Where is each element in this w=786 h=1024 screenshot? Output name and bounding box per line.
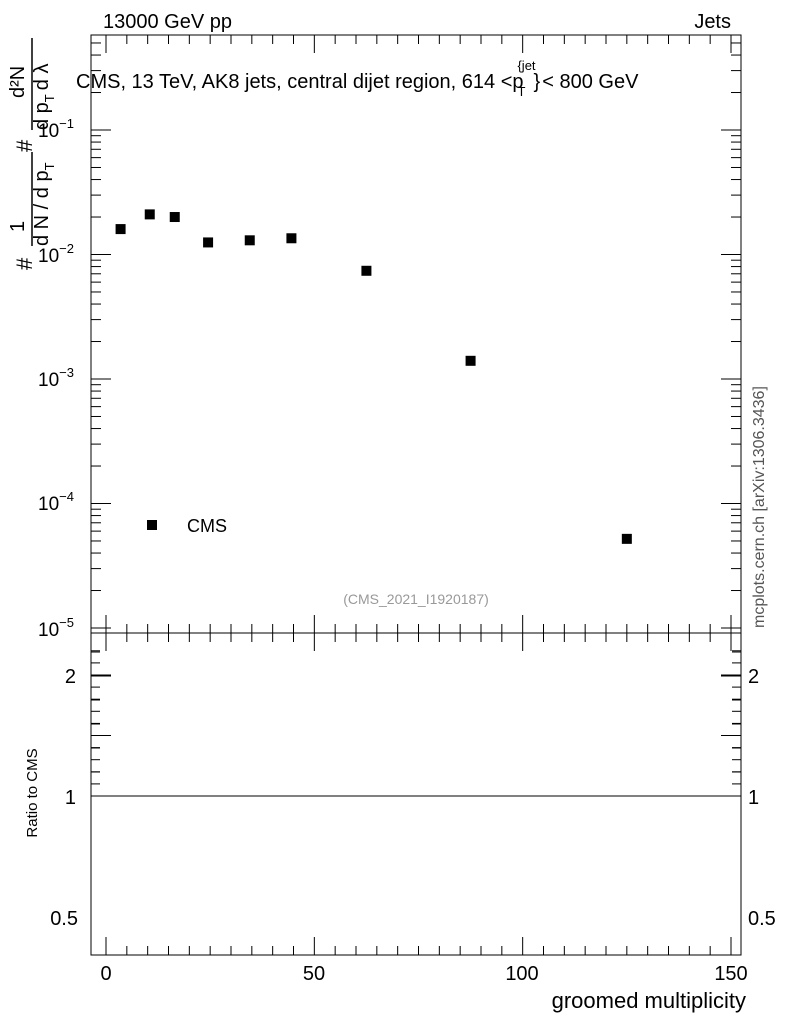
x-tick-label: 50	[303, 963, 325, 985]
side-source-label: mcplots.cern.ch [arXiv:1306.3436]	[751, 386, 768, 628]
top-plot-frame	[90, 34, 742, 634]
ratio-tick-label-right: 0.5	[748, 908, 776, 930]
ratio-y-axis-label: Ratio to CMS	[24, 748, 41, 837]
data-point	[286, 233, 297, 244]
data-point	[203, 237, 214, 248]
legend-label: CMS	[187, 516, 227, 536]
x-axis-label: groomed multiplicity	[552, 988, 746, 1013]
data-point	[144, 209, 155, 220]
y-tick-label: 10−4	[38, 489, 74, 515]
data-point	[169, 212, 180, 223]
svg-text:#: #	[12, 139, 37, 152]
data-point	[115, 224, 126, 235]
data-point	[465, 355, 476, 366]
data-points	[115, 209, 632, 544]
ratio-y-tick-labels: 2 1 0.5 2 1 0.5	[50, 666, 776, 930]
ratio-plot-frame	[90, 632, 742, 956]
ratio-tick-label-right: 2	[748, 666, 759, 688]
top-y-axis-label: # 1 d N / d pT # d²N d pTd λ	[7, 38, 57, 270]
analysis-watermark: (CMS_2021_I1920187)	[343, 591, 489, 607]
header-energy-label: 13000 GeV pp	[103, 11, 232, 33]
svg-text:1: 1	[7, 221, 29, 232]
y-tick-label: 10−2	[38, 241, 74, 267]
legend-marker	[147, 520, 157, 530]
x-tick-label: 150	[714, 963, 747, 985]
x-tick-label: 0	[100, 963, 111, 985]
y-tick-label: 10−5	[38, 615, 74, 641]
x-tick-labels: 0 50 100 150	[100, 963, 747, 985]
plot-title: CMS, 13 TeV, AK8 jets, central dijet reg…	[76, 58, 639, 99]
ratio-tick-label: 0.5	[50, 908, 78, 930]
data-point	[244, 235, 255, 246]
svg-text:#: #	[12, 257, 37, 270]
x-tick-label: 100	[505, 963, 538, 985]
y-tick-label: 10−3	[38, 365, 74, 391]
ratio-tick-label: 1	[65, 787, 76, 809]
svg-text:d N / d pT: d N / d pT	[31, 162, 57, 246]
axis-ticks	[91, 35, 741, 955]
ratio-tick-label: 2	[65, 666, 76, 688]
header-category-label: Jets	[694, 11, 731, 33]
data-point	[621, 533, 632, 544]
svg-text:d pTd λ: d pTd λ	[31, 64, 57, 130]
svg-text:d²N: d²N	[7, 66, 29, 98]
ratio-tick-label-right: 1	[748, 787, 759, 809]
data-point	[361, 265, 372, 276]
